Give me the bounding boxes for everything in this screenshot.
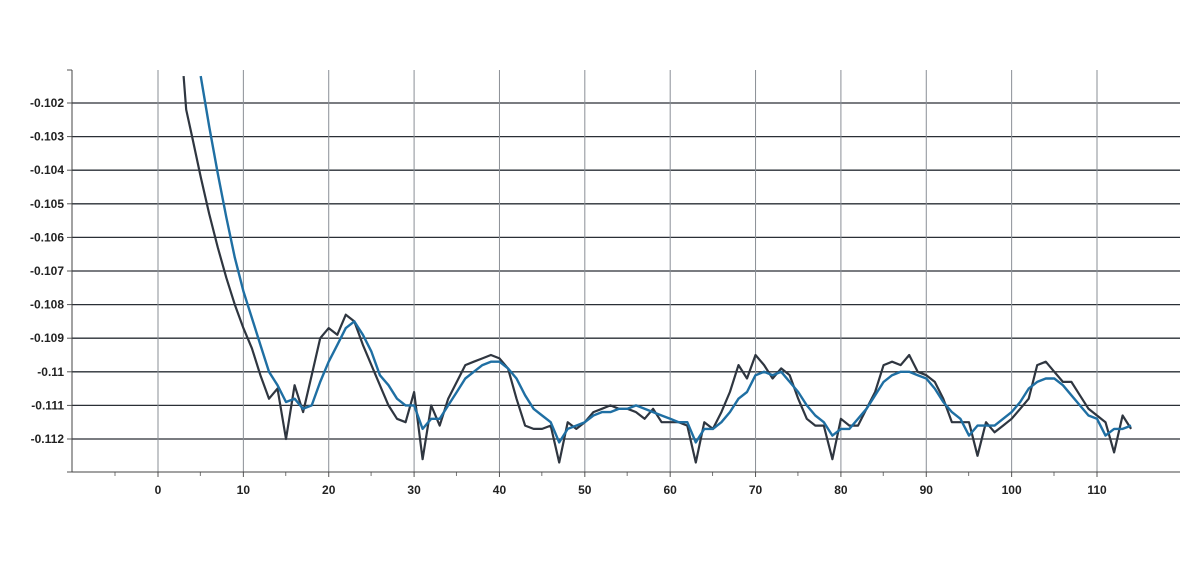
y-tick-label: -0.111 [31, 398, 64, 412]
horizontal-gridlines [72, 102, 1180, 440]
y-tick-label: -0.109 [30, 331, 64, 345]
y-tick-label: -0.106 [30, 230, 64, 244]
y-tick-label: -0.104 [30, 163, 64, 177]
y-tick-label: -0.107 [30, 264, 64, 278]
x-tick-label: 100 [1002, 483, 1022, 497]
x-tick-label: 110 [1087, 483, 1107, 497]
vertical-gridlines [157, 70, 1098, 472]
x-tick-label: 80 [834, 483, 848, 497]
y-tick-label: -0.108 [30, 298, 64, 312]
x-tick-label: 40 [493, 483, 507, 497]
series-line-1 [182, 76, 1133, 464]
x-tick-label: 70 [749, 483, 763, 497]
axes [67, 69, 1180, 477]
y-tick-label: -0.102 [30, 96, 64, 110]
x-tick-labels: 0 10 20 30 40 50 60 70 80 90 100 110 [155, 483, 1107, 497]
x-tick-label: 50 [578, 483, 592, 497]
series-group [182, 75, 1133, 464]
y-tick-label: -0.103 [30, 130, 64, 144]
x-tick-label: 30 [407, 483, 421, 497]
y-tick-label: -0.105 [30, 197, 64, 211]
y-tick-label: -0.112 [31, 432, 65, 446]
x-tick-label: 0 [155, 483, 162, 497]
x-tick-label: 90 [920, 483, 934, 497]
y-tick-labels: -0.102 -0.103 -0.104 -0.105 -0.106 -0.107 -0.1… [30, 96, 64, 446]
x-tick-label: 20 [322, 483, 336, 497]
x-tick-label: 10 [237, 483, 251, 497]
series-line-2 [199, 75, 1132, 444]
x-tick-label: 60 [664, 483, 678, 497]
y-tick-label: -0.11 [37, 365, 64, 379]
